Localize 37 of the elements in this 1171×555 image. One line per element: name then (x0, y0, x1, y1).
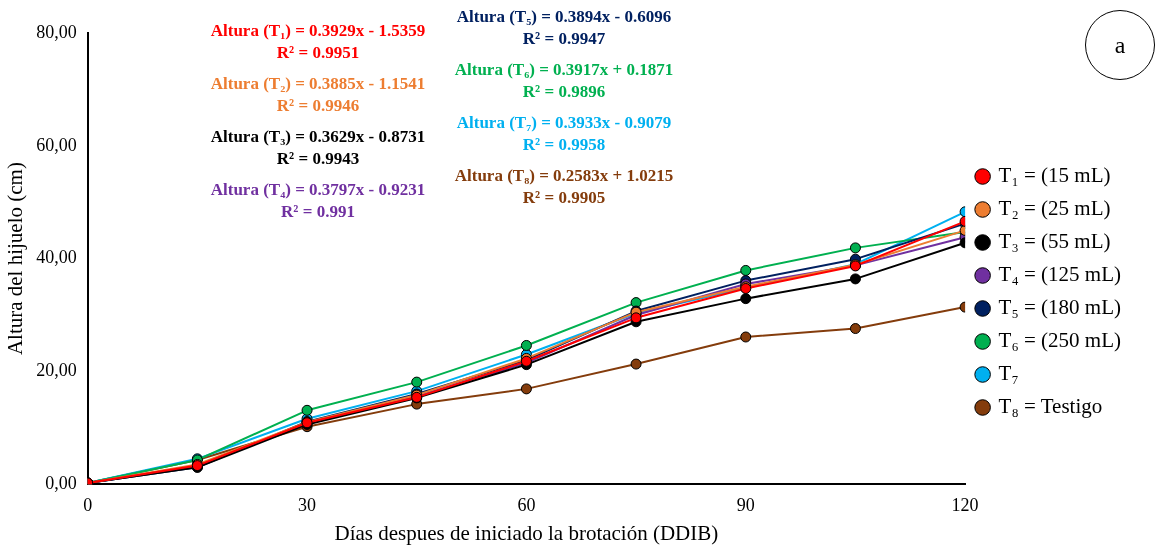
legend-label: T₁ = (15 mL) (998, 163, 1111, 188)
annotation: R² = 0.9943 (276, 149, 360, 169)
y-tick-label: 40,00 (36, 247, 77, 268)
text: Altura (T₅) = 0.3894x - 0.6096 (456, 7, 672, 27)
x-tick-label: 60 (517, 494, 536, 515)
x-tick-label: 0 (83, 494, 93, 515)
y-tick-label: 80,00 (36, 21, 77, 42)
annotation: R² = 0.9958 (522, 135, 606, 155)
x-tick-label: 30 (298, 494, 317, 515)
y-axis-title: Altura del hijuelo (cm) (3, 162, 28, 356)
y-tick-label: 20,00 (36, 360, 77, 381)
y-tick-label: 0,00 (45, 472, 77, 493)
y-tick-label: 60,00 (36, 134, 77, 155)
annotation: Altura (T₄) = 0.3797x - 0.9231 (210, 180, 426, 200)
legend-label: T₈ = Testigo (998, 394, 1103, 419)
legend-label: T₄ = (125 mL) (998, 262, 1122, 287)
annotation: Altura (T₈) = 0.2583x + 1.0215 (454, 166, 674, 186)
legend-label: T₂ = (25 mL) (998, 196, 1111, 221)
annotation: R² = 0.9946 (276, 96, 360, 116)
legend-label: T₆ = (250 mL) (998, 328, 1122, 353)
legend-label: T₅ = (180 mL) (998, 295, 1122, 320)
x-tick-label: 90 (736, 494, 755, 515)
legend-label: T₃ = (55 mL) (998, 229, 1111, 254)
legend-label: T₇ (998, 361, 1019, 386)
annotation: R² = 0.9896 (522, 82, 606, 102)
annotation: Altura (T₂) = 0.3885x - 1.1541 (210, 74, 426, 94)
annotation: Altura (T₃) = 0.3629x - 0.8731 (210, 127, 426, 147)
annotation: Altura (T₁) = 0.3929x - 1.5359 (210, 21, 426, 41)
annotation: R² = 0.991 (281, 202, 355, 222)
annotation: Altura (T₇) = 0.3933x - 0.9079 (456, 113, 672, 133)
x-axis-title: Días despues de iniciado la brotación (DDIB) (334, 520, 719, 545)
text: a (1085, 10, 1155, 80)
annotation: R² = 0.9905 (522, 188, 606, 208)
x-tick-label: 120 (951, 494, 979, 515)
annotation: R² = 0.9951 (276, 43, 360, 63)
annotation: R² = 0.9947 (522, 29, 606, 49)
annotation: Altura (T₆) = 0.3917x + 0.1871 (454, 60, 674, 80)
